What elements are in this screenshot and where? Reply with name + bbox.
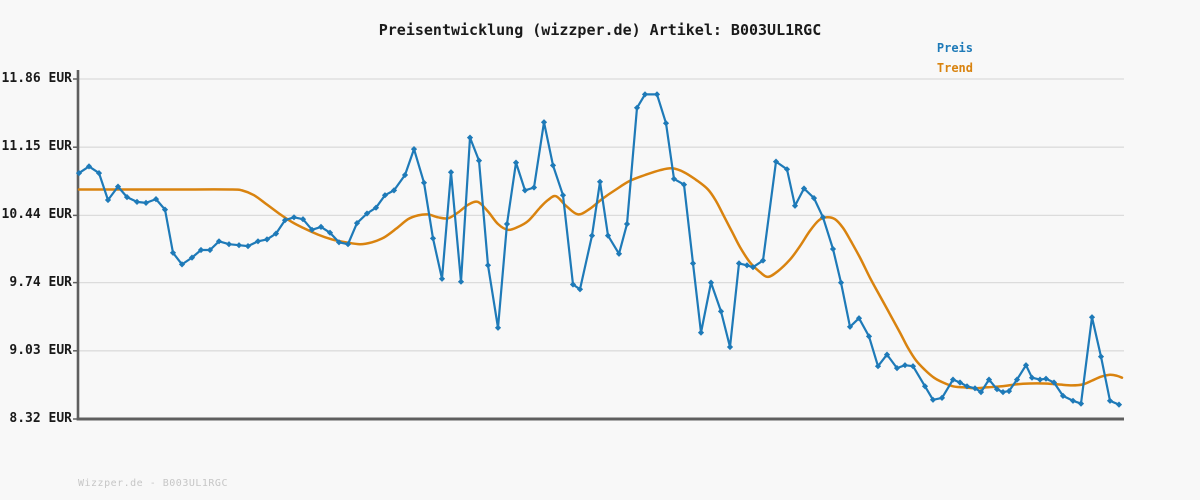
- y-tick-label: 9.74 EUR: [9, 274, 72, 290]
- y-tick-label: 10.44 EUR: [1, 207, 72, 223]
- legend-item-trend: Trend: [936, 61, 973, 75]
- y-tick-label: 11.15 EUR: [1, 139, 72, 155]
- price-point-markers: [75, 91, 1123, 408]
- y-tick-label: 11.86 EUR: [1, 71, 72, 86]
- legend: Preis Trend: [0, 38, 973, 78]
- trend-line: [77, 167, 1124, 390]
- chart-title: Preisentwicklung (wizzper.de) Artikel: B…: [378, 21, 822, 39]
- y-tick-label: 9.03 EUR: [9, 342, 72, 358]
- legend-item-preis: Preis: [936, 41, 973, 55]
- price-line: [77, 93, 1121, 406]
- y-tick-label: 8.32 EUR: [9, 411, 72, 426]
- watermark-text: Wizzper.de - B003UL1RGC: [78, 478, 228, 489]
